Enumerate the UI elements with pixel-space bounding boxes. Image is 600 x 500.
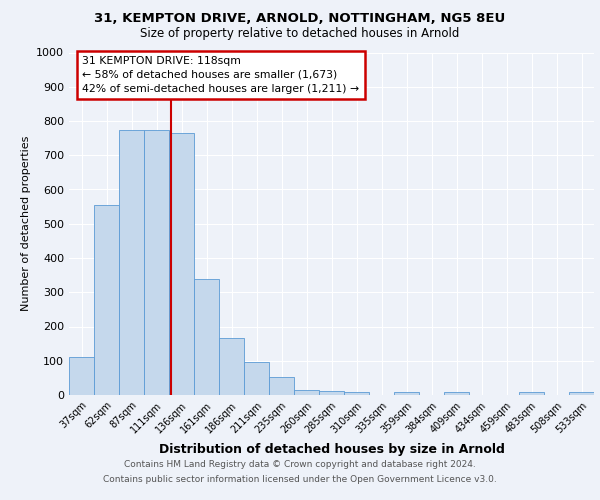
- Bar: [319, 391, 344, 395]
- Bar: [344, 392, 369, 395]
- Text: Contains HM Land Registry data © Crown copyright and database right 2024.: Contains HM Land Registry data © Crown c…: [124, 460, 476, 469]
- Bar: [244, 362, 269, 395]
- Bar: [569, 392, 594, 395]
- Text: 31 KEMPTON DRIVE: 118sqm
← 58% of detached houses are smaller (1,673)
42% of sem: 31 KEMPTON DRIVE: 118sqm ← 58% of detach…: [82, 56, 359, 94]
- Text: 31, KEMPTON DRIVE, ARNOLD, NOTTINGHAM, NG5 8EU: 31, KEMPTON DRIVE, ARNOLD, NOTTINGHAM, N…: [94, 12, 506, 26]
- Text: Size of property relative to detached houses in Arnold: Size of property relative to detached ho…: [140, 28, 460, 40]
- X-axis label: Distribution of detached houses by size in Arnold: Distribution of detached houses by size …: [158, 443, 505, 456]
- Bar: [94, 205, 119, 395]
- Bar: [444, 392, 469, 395]
- Bar: [144, 130, 169, 395]
- Bar: [294, 390, 319, 395]
- Text: Contains public sector information licensed under the Open Government Licence v3: Contains public sector information licen…: [103, 475, 497, 484]
- Bar: [119, 130, 144, 395]
- Bar: [269, 377, 294, 395]
- Bar: [219, 338, 244, 395]
- Bar: [169, 133, 194, 395]
- Bar: [394, 392, 419, 395]
- Y-axis label: Number of detached properties: Number of detached properties: [20, 136, 31, 312]
- Bar: [194, 278, 219, 395]
- Bar: [69, 356, 94, 395]
- Bar: [519, 392, 544, 395]
